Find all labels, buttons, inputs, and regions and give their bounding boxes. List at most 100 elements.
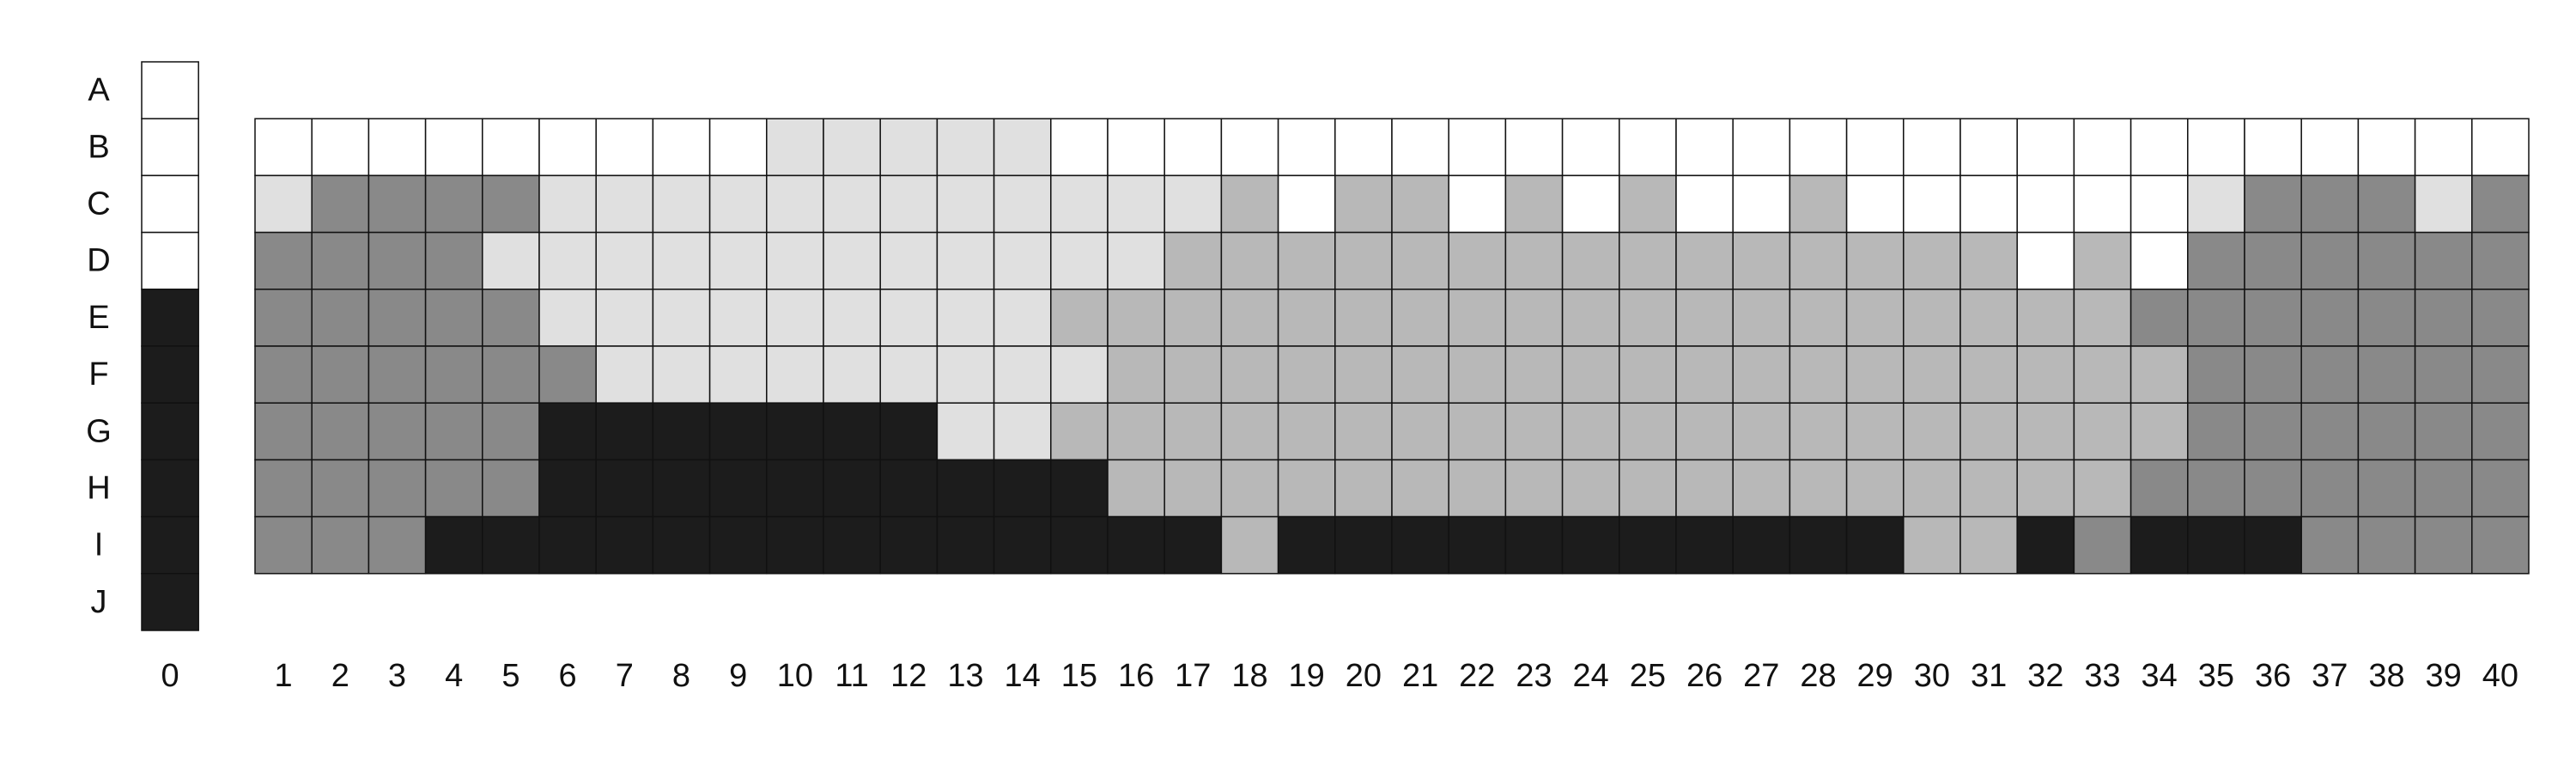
cell-c-13 <box>936 174 995 234</box>
cell-e-21 <box>1391 289 1449 347</box>
cell-i-2 <box>311 515 370 575</box>
cell-d-40 <box>2471 231 2530 290</box>
column-label-16: 16 <box>1118 658 1154 694</box>
cell-h-1 <box>254 459 313 518</box>
cell-f-9 <box>708 345 768 404</box>
cell-c-4 <box>424 174 483 234</box>
cell-e-37 <box>2300 289 2360 347</box>
cell-i-22 <box>1448 515 1507 575</box>
cell-f-19 <box>1277 345 1336 404</box>
cell-c-24 <box>1561 174 1620 234</box>
column-label-6: 6 <box>559 658 577 694</box>
cell-b-28 <box>1789 118 1848 177</box>
cell-g-23 <box>1504 402 1564 461</box>
cell-c-30 <box>1903 174 1961 234</box>
cell-e-23 <box>1504 289 1564 347</box>
column-label-24: 24 <box>1573 658 1609 694</box>
cell-b-31 <box>1959 118 2018 177</box>
cell-c-3 <box>368 174 427 234</box>
cell-b-7 <box>595 118 654 177</box>
cell-e-26 <box>1675 289 1734 347</box>
cell-g-40 <box>2471 402 2530 461</box>
cell-g-12 <box>879 402 939 461</box>
cell-f-7 <box>595 345 654 404</box>
cell-g-3 <box>368 402 427 461</box>
cell-g-32 <box>2016 402 2075 461</box>
cell-h-2 <box>311 459 370 518</box>
cell-d-29 <box>1845 231 1905 290</box>
cell-d-9 <box>708 231 768 290</box>
cell-h-39 <box>2414 459 2473 518</box>
cell-c-7 <box>595 174 654 234</box>
column-label-31: 31 <box>1971 658 2007 694</box>
cell-c-18 <box>1220 174 1279 234</box>
cell-f-38 <box>2357 345 2416 404</box>
column-label-5: 5 <box>501 658 519 694</box>
cell-c-26 <box>1675 174 1734 234</box>
cell-i-24 <box>1561 515 1620 575</box>
cell-e-7 <box>595 289 654 347</box>
cell-f-21 <box>1391 345 1449 404</box>
cell-i-6 <box>538 515 597 575</box>
cell-g-18 <box>1220 402 1279 461</box>
main-grid <box>254 118 2530 575</box>
cell-d-24 <box>1561 231 1620 290</box>
cell-c-34 <box>2129 174 2189 234</box>
cell-d-20 <box>1334 231 1393 290</box>
cell-d-6 <box>538 231 597 290</box>
cell-h-6 <box>538 459 597 518</box>
cell-b-21 <box>1391 118 1449 177</box>
cell-b-19 <box>1277 118 1336 177</box>
cell-c-23 <box>1504 174 1564 234</box>
cell-h-34 <box>2129 459 2189 518</box>
cell-b-37 <box>2300 118 2360 177</box>
cell-c-10 <box>766 174 824 234</box>
cell-b-36 <box>2244 118 2302 177</box>
cell-g-27 <box>1732 402 1791 461</box>
cell-i-36 <box>2244 515 2302 575</box>
cell-g-39 <box>2414 402 2473 461</box>
row-label-h: H <box>87 471 110 507</box>
cell-i-21 <box>1391 515 1449 575</box>
cell-h-40 <box>2471 459 2530 518</box>
column-label-11: 11 <box>835 658 868 694</box>
cell-f-25 <box>1619 345 1677 404</box>
cell-e-29 <box>1845 289 1905 347</box>
column-label-29: 29 <box>1857 658 1893 694</box>
cell-c-11 <box>823 174 881 234</box>
cell-c-16 <box>1107 174 1165 234</box>
cell-g-4 <box>424 402 483 461</box>
cell-h-10 <box>766 459 824 518</box>
cell-d-10 <box>766 231 824 290</box>
cell-h-20 <box>1334 459 1393 518</box>
cell-d-2 <box>311 231 370 290</box>
column-label-40: 40 <box>2482 658 2518 694</box>
cell-g-33 <box>2073 402 2132 461</box>
cell-g-31 <box>1959 402 2018 461</box>
cell-h-21 <box>1391 459 1449 518</box>
cell-b-13 <box>936 118 995 177</box>
cell-i-31 <box>1959 515 2018 575</box>
column-label-19: 19 <box>1289 658 1325 694</box>
cell-e-8 <box>652 289 711 347</box>
cell-h-7 <box>595 459 654 518</box>
cell-g-34 <box>2129 402 2189 461</box>
cell-d-36 <box>2244 231 2302 290</box>
cell-b-26 <box>1675 118 1734 177</box>
cell-c-38 <box>2357 174 2416 234</box>
cell-i-26 <box>1675 515 1734 575</box>
cell-e-15 <box>1050 289 1109 347</box>
cell-g-28 <box>1789 402 1848 461</box>
cell-c-6 <box>538 174 597 234</box>
cell-g-6 <box>538 402 597 461</box>
column-label-12: 12 <box>890 658 927 694</box>
column-label-15: 15 <box>1061 658 1097 694</box>
cell-b-16 <box>1107 118 1165 177</box>
cell-h-18 <box>1220 459 1279 518</box>
key-cell-a <box>141 61 199 119</box>
cell-d-39 <box>2414 231 2473 290</box>
cell-d-14 <box>993 231 1052 290</box>
cell-e-10 <box>766 289 824 347</box>
cell-f-11 <box>823 345 881 404</box>
